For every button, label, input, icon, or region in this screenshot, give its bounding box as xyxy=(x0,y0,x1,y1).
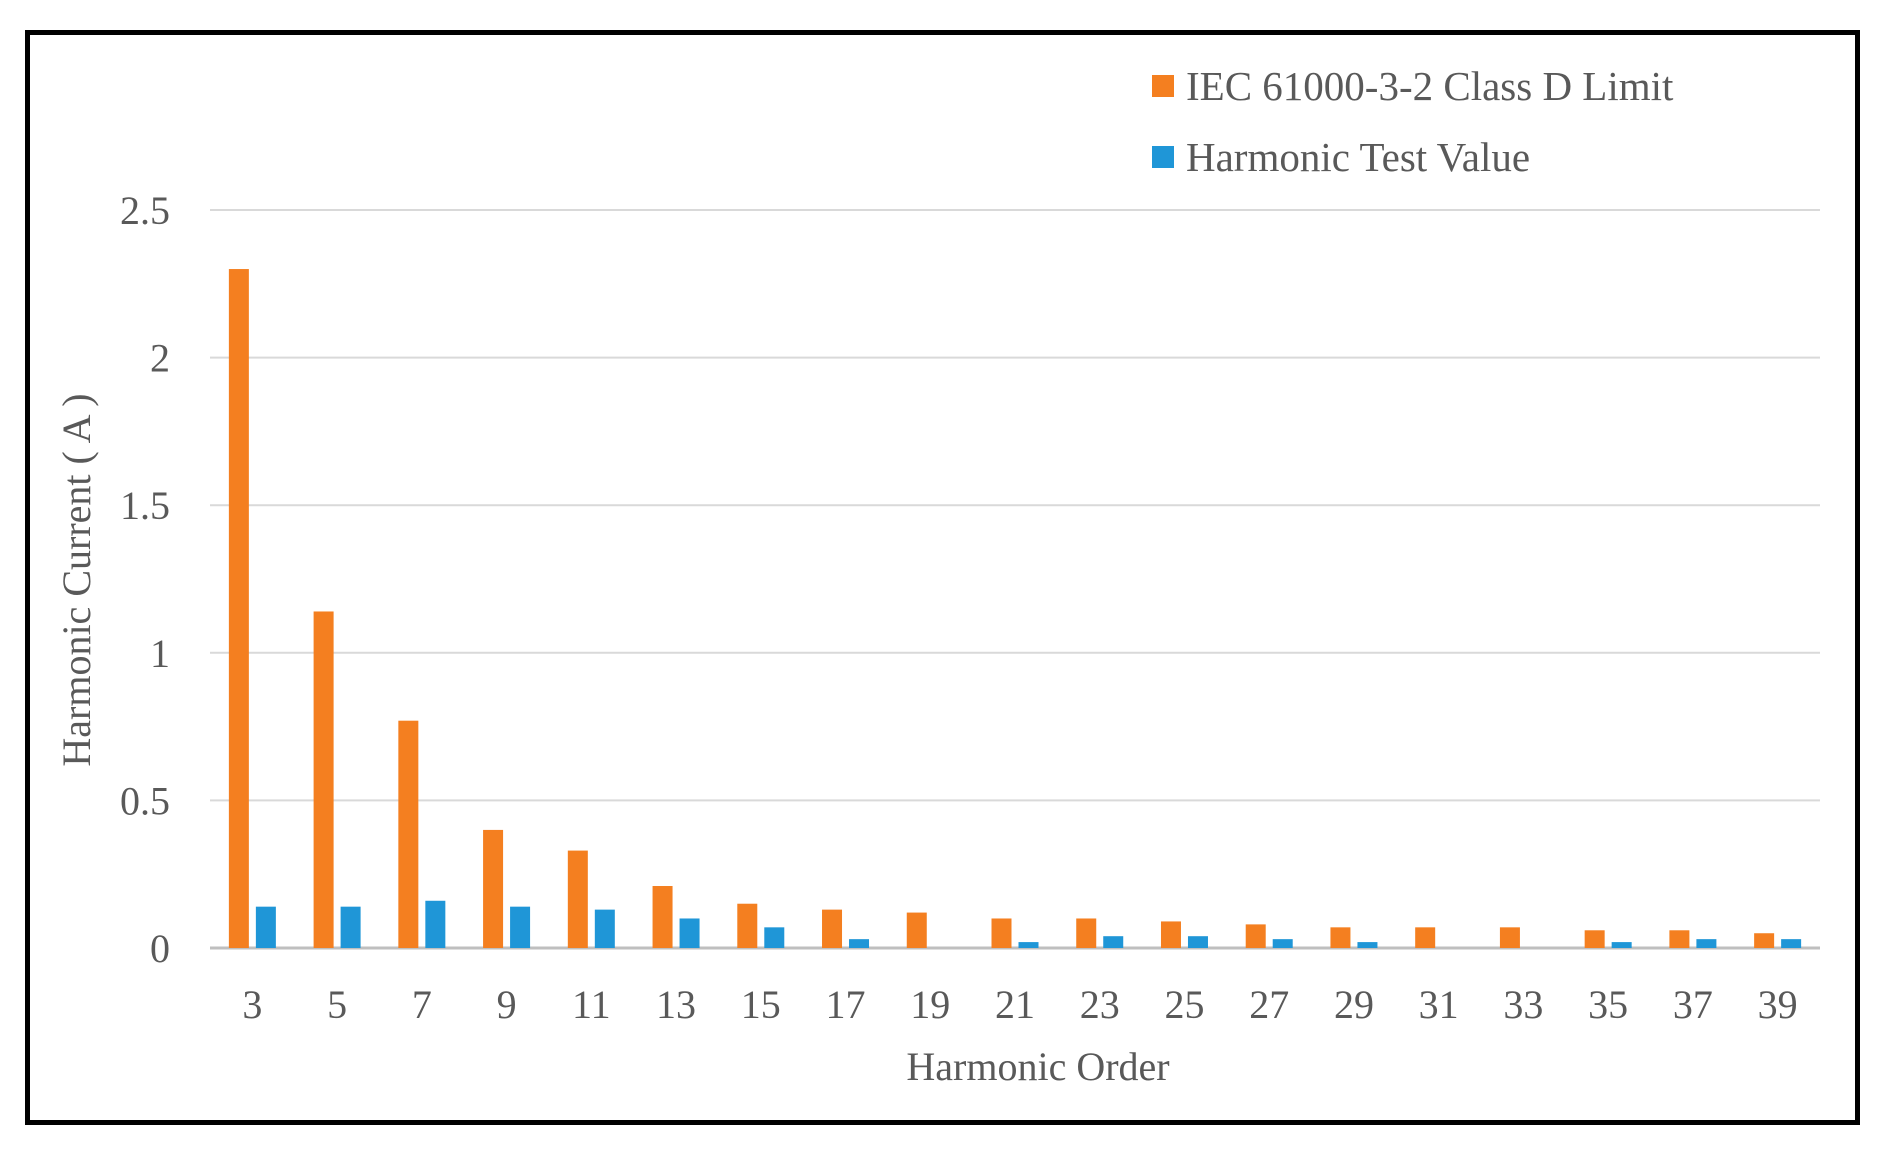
bar-iec-limit xyxy=(398,720,419,948)
bar-test-value xyxy=(510,906,531,948)
legend-label-test-value: Harmonic Test Value xyxy=(1186,134,1530,180)
x-tick-label: 3 xyxy=(242,982,262,1027)
x-tick-label: 21 xyxy=(995,982,1035,1027)
x-tick-label: 7 xyxy=(412,982,432,1027)
x-tick-label: 31 xyxy=(1419,982,1459,1027)
x-tick-label: 35 xyxy=(1588,982,1628,1027)
bar-iec-limit xyxy=(483,829,504,948)
bar-test-value xyxy=(1103,936,1124,948)
bar-test-value xyxy=(1357,942,1378,948)
x-tick-label: 9 xyxy=(497,982,517,1027)
y-tick-label: 2 xyxy=(150,336,170,381)
bar-test-value xyxy=(1018,942,1039,948)
x-tick-label: 33 xyxy=(1503,982,1543,1027)
x-axis-label: Harmonic Order xyxy=(906,1044,1169,1089)
bar-iec-limit xyxy=(1245,924,1266,948)
bars xyxy=(228,269,1802,948)
y-axis-label: Harmonic Current ( A ) xyxy=(54,393,99,766)
y-tick-label: 0.5 xyxy=(120,778,170,823)
bar-test-value xyxy=(1696,939,1717,948)
bar-iec-limit xyxy=(567,850,588,948)
bar-iec-limit xyxy=(1754,933,1775,948)
bar-test-value xyxy=(764,927,785,948)
bar-test-value xyxy=(1187,936,1208,948)
bar-test-value xyxy=(594,909,615,948)
bar-iec-limit xyxy=(1160,921,1181,948)
legend-label-iec-limit: IEC 61000-3-2 Class D Limit xyxy=(1186,63,1674,109)
x-tick-label: 17 xyxy=(826,982,866,1027)
y-tick-label: 1.5 xyxy=(120,483,170,528)
bar-test-value xyxy=(679,918,700,948)
bar-iec-limit xyxy=(1415,927,1436,948)
bar-iec-limit xyxy=(1330,927,1351,948)
bar-iec-limit xyxy=(1584,930,1605,948)
bar-iec-limit xyxy=(906,912,927,948)
bar-iec-limit xyxy=(1499,927,1520,948)
y-tick-label: 0 xyxy=(150,926,170,971)
x-tick-label: 11 xyxy=(572,982,611,1027)
bar-iec-limit xyxy=(991,918,1012,948)
x-tick-label: 15 xyxy=(741,982,781,1027)
bar-iec-limit xyxy=(313,611,334,948)
bar-iec-limit xyxy=(822,909,843,948)
x-tick-label: 39 xyxy=(1758,982,1798,1027)
bar-test-value xyxy=(255,906,276,948)
bar-iec-limit xyxy=(228,269,249,948)
bar-test-value xyxy=(340,906,361,948)
bar-test-value xyxy=(849,939,870,948)
y-tick-label: 1 xyxy=(150,631,170,676)
x-tick-label: 23 xyxy=(1080,982,1120,1027)
bar-test-value xyxy=(1611,942,1632,948)
bar-iec-limit xyxy=(737,903,758,948)
x-tick-label: 25 xyxy=(1164,982,1204,1027)
x-tick-label: 13 xyxy=(656,982,696,1027)
x-tick-label: 29 xyxy=(1334,982,1374,1027)
bar-iec-limit xyxy=(652,886,673,948)
bar-iec-limit xyxy=(1076,918,1097,948)
y-tick-label: 2.5 xyxy=(120,188,170,233)
x-tick-label: 37 xyxy=(1673,982,1713,1027)
x-tick-label: 5 xyxy=(327,982,347,1027)
y-tick-labels: 0 0.5 1 1.5 2 2.5 xyxy=(120,188,170,971)
x-tick-label: 19 xyxy=(910,982,950,1027)
bar-test-value xyxy=(1272,939,1293,948)
x-tick-labels: 3 5 7 9 11 13 15 17 19 21 23 25 27 29 31 33 35 37 39 xyxy=(242,982,1797,1027)
legend-swatch-iec-limit xyxy=(1152,75,1174,97)
bar-test-value xyxy=(1781,939,1802,948)
bar-iec-limit xyxy=(1669,930,1690,948)
legend-swatch-test-value xyxy=(1152,146,1174,168)
gridlines xyxy=(210,209,1820,950)
x-tick-label: 27 xyxy=(1249,982,1289,1027)
legend: IEC 61000-3-2 Class D Limit Harmonic Tes… xyxy=(1152,63,1674,180)
bar-test-value xyxy=(425,900,446,948)
